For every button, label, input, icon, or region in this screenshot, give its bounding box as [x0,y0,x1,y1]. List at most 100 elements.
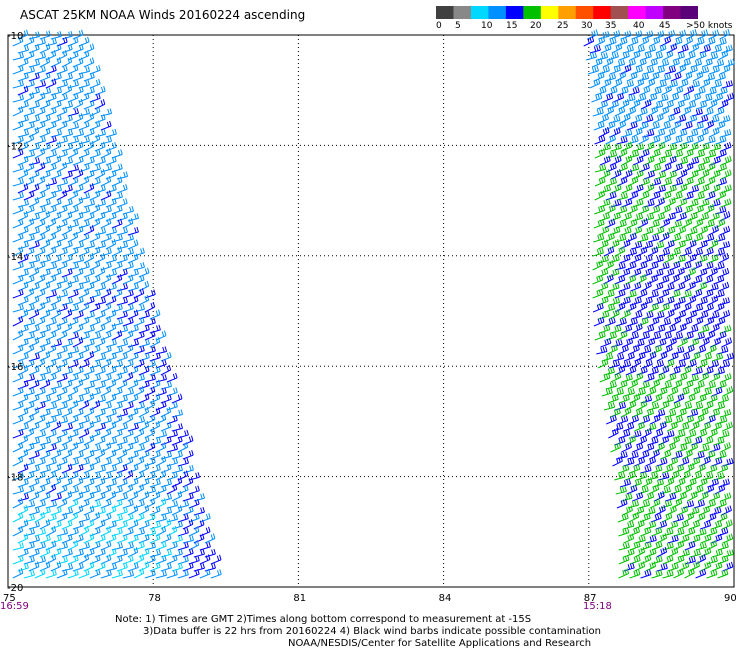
wind-barb [83,211,95,222]
wind-barb [638,36,650,47]
wind-barb [609,308,620,320]
wind-barb [61,407,73,418]
wind-barb [50,409,63,418]
wind-barb [116,352,128,362]
wind-barb [17,253,29,264]
wind-barb [12,191,24,201]
wind-barb [45,525,57,537]
wind-barb [662,554,674,565]
colorbar-label: 25 [557,21,569,31]
wind-barb [620,212,632,222]
wind-barb [695,528,707,537]
wind-barb [171,409,184,418]
wind-barb [12,555,24,565]
wind-barb [722,421,733,432]
wind-barb [89,302,101,313]
colorbar-label: 0 [436,21,442,31]
wind-barb [12,497,24,509]
wind-barb [149,521,162,530]
wind-barb [111,288,123,299]
wind-barb [660,204,671,215]
wind-barb [105,464,117,474]
wind-barb [710,80,722,89]
wind-barb [116,339,129,348]
wind-barb [34,401,46,411]
wind-barb [617,86,629,96]
wind-barb [133,416,146,425]
wind-barb [634,456,646,467]
wind-barb [199,568,211,579]
wind-barb [629,344,640,355]
wind-barb [127,309,139,320]
wind-barb [680,106,692,117]
wind-barb [67,373,79,383]
wind-barb [56,65,68,75]
wind-barb [100,233,112,243]
wind-barb [160,562,172,572]
wind-barb [722,533,734,544]
wind-barb [649,36,661,47]
wind-barb [620,226,632,236]
wind-barb [83,435,95,446]
wind-barb [188,472,201,481]
wind-barb [17,199,30,208]
wind-barb [23,107,35,117]
wind-barb [100,315,112,327]
wind-barb [12,568,24,579]
wind-barb [607,394,619,404]
wind-barb [640,99,652,110]
wind-barb [83,350,95,362]
note-line-2: 3)Data buffer is 22 hrs from 20160224 4)… [143,626,601,637]
wind-barb [17,268,29,278]
wind-barb [94,168,106,180]
wind-barb [667,535,679,544]
wind-barb [671,178,684,187]
wind-barb [56,443,68,453]
wind-barb [116,379,128,390]
wind-barb [17,183,29,194]
wind-barb [56,37,68,47]
wind-barb [67,569,79,579]
wind-barb [50,185,63,194]
wind-barb [23,287,35,299]
wind-barb [660,36,672,47]
wind-barb [648,71,660,82]
wind-barb [56,484,68,495]
wind-barb [50,31,62,40]
wind-barb [654,141,666,152]
wind-speed-colorbar [436,5,699,24]
wind-barb [61,435,73,446]
wind-barb [708,127,720,138]
wind-barb [719,309,731,320]
wind-barb [649,205,661,215]
wind-barb [625,365,637,376]
wind-barb [78,331,90,341]
wind-barb [637,73,650,82]
wind-barb [616,148,628,159]
wind-barb [605,134,616,145]
wind-barb [39,464,51,474]
wind-barb [710,337,721,348]
wind-barb [714,218,726,229]
wind-barb [670,71,682,82]
wind-barb [707,283,719,292]
wind-barb [643,373,655,383]
wind-barb [718,281,730,292]
wind-barb [640,569,652,579]
wind-barb [45,65,57,75]
wind-barb [111,429,123,439]
wind-barb [655,505,666,516]
wind-barb [676,142,688,152]
wind-barb [652,360,665,369]
wind-barb [607,344,618,355]
wind-barb [166,554,178,565]
wind-barb [589,44,601,54]
wind-barb [34,120,46,131]
wind-barb [105,254,117,264]
longitude-label: 84 [439,593,452,604]
wind-barb [72,129,85,138]
wind-barb [632,442,644,453]
wind-barb [12,218,24,229]
wind-barb [592,274,604,285]
wind-barb [23,176,35,187]
